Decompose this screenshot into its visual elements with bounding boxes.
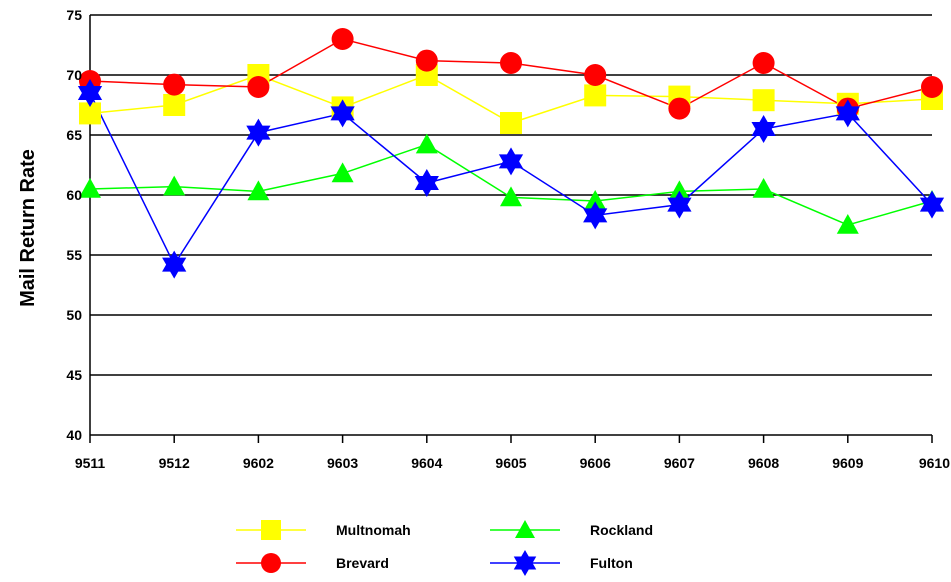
data-point-rockland bbox=[79, 178, 101, 198]
y-tick-label: 75 bbox=[66, 7, 82, 23]
data-point-multnomah bbox=[752, 89, 775, 112]
legend-triangle-icon bbox=[515, 520, 535, 538]
legend-star-icon bbox=[513, 550, 537, 576]
data-point-brevard bbox=[163, 73, 186, 96]
legend-label: Brevard bbox=[336, 555, 389, 571]
y-tick-label: 40 bbox=[66, 427, 82, 443]
data-point-brevard bbox=[752, 52, 775, 74]
x-tick-label: 9602 bbox=[243, 455, 274, 471]
legend-item-fulton: Fulton bbox=[490, 550, 633, 576]
data-point-fulton bbox=[583, 201, 608, 230]
x-tick-label: 9607 bbox=[664, 455, 695, 471]
y-tick-label: 45 bbox=[66, 367, 82, 383]
legend-circle-icon bbox=[261, 553, 281, 573]
data-point-fulton bbox=[835, 99, 860, 128]
x-tick-label: 9609 bbox=[832, 455, 863, 471]
legend-label: Multnomah bbox=[336, 522, 411, 538]
axes bbox=[89, 15, 933, 443]
data-point-brevard bbox=[247, 76, 270, 98]
data-point-rockland bbox=[415, 133, 438, 154]
legend-item-multnomah: Multnomah bbox=[236, 520, 411, 540]
data-point-fulton bbox=[414, 169, 439, 197]
data-point-rockland bbox=[836, 214, 859, 234]
legend-label: Fulton bbox=[590, 555, 633, 571]
tick-labels: 40 45 50 55 60 65 70 75 9511 9512 9602 9603 9604 9605… bbox=[66, 7, 950, 471]
series-markers bbox=[77, 28, 945, 279]
data-point-brevard bbox=[668, 97, 691, 120]
data-point-rockland bbox=[331, 162, 354, 183]
data-point-multnomah bbox=[500, 112, 522, 134]
data-point-brevard bbox=[584, 64, 607, 86]
data-point-fulton bbox=[667, 190, 692, 219]
data-point-brevard bbox=[500, 52, 522, 74]
data-point-rockland bbox=[163, 175, 186, 196]
data-point-brevard bbox=[921, 76, 943, 98]
data-point-rockland bbox=[247, 180, 270, 201]
y-tick-label: 70 bbox=[66, 67, 82, 83]
gridlines bbox=[90, 14, 932, 436]
data-point-fulton bbox=[751, 115, 776, 143]
legend-item-brevard: Brevard bbox=[236, 553, 389, 573]
x-tick-label: 9605 bbox=[495, 455, 526, 471]
x-tick-label: 9604 bbox=[411, 455, 442, 471]
data-point-brevard bbox=[331, 28, 354, 50]
data-point-multnomah bbox=[584, 84, 607, 107]
x-tick-label: 9511 bbox=[75, 455, 106, 471]
y-tick-label: 50 bbox=[66, 307, 82, 323]
data-point-multnomah bbox=[163, 94, 186, 116]
data-point-multnomah bbox=[79, 102, 101, 125]
legend-item-rockland: Rockland bbox=[490, 520, 653, 538]
x-tick-label: 9606 bbox=[580, 455, 611, 471]
data-point-rockland bbox=[584, 190, 607, 210]
x-tick-label: 9610 bbox=[919, 455, 950, 471]
x-tick-label: 9608 bbox=[748, 455, 779, 471]
x-tick-label: 9512 bbox=[159, 455, 190, 471]
data-point-rockland bbox=[668, 180, 691, 201]
data-point-fulton bbox=[919, 190, 945, 219]
legend-square-icon bbox=[261, 520, 281, 540]
x-tick-label: 9603 bbox=[327, 455, 358, 471]
data-point-fulton bbox=[77, 79, 103, 107]
y-tick-label: 65 bbox=[66, 127, 82, 143]
y-tick-label: 60 bbox=[66, 187, 82, 203]
y-tick-label: 55 bbox=[66, 247, 82, 263]
legend-label: Rockland bbox=[590, 522, 653, 538]
data-point-rockland bbox=[752, 178, 775, 198]
data-point-rockland bbox=[500, 186, 522, 207]
data-point-brevard bbox=[415, 49, 438, 72]
data-point-fulton bbox=[330, 99, 355, 128]
legend: Multnomah Brevard Rockland Fulton bbox=[236, 520, 653, 576]
data-point-fulton bbox=[162, 250, 187, 279]
data-point-fulton bbox=[246, 118, 271, 147]
data-point-fulton bbox=[498, 147, 524, 176]
y-axis-title: Mail Return Rate bbox=[17, 149, 39, 307]
